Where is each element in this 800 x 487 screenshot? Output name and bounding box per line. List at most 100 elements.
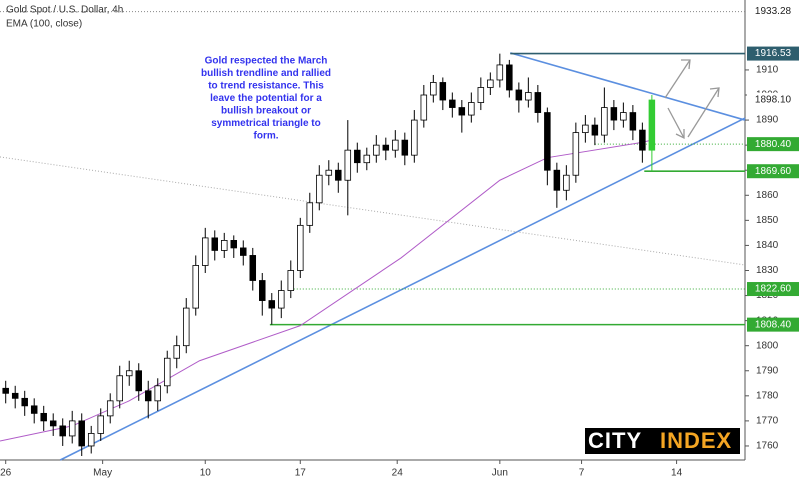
candle-body xyxy=(173,345,180,359)
level-label-box xyxy=(747,46,799,61)
candle-body xyxy=(610,107,618,121)
arrows xyxy=(664,59,720,140)
candle-body xyxy=(515,89,523,101)
candle-body xyxy=(11,392,19,399)
candle-body xyxy=(430,82,437,96)
candle-body xyxy=(240,247,247,256)
candle-body xyxy=(144,390,152,402)
level-label: 1869.60 xyxy=(755,166,792,177)
x-tick-label: 26 xyxy=(0,468,12,479)
candle-body xyxy=(572,132,580,176)
x-tick-label: 17 xyxy=(295,468,307,479)
annotation-line: Gold respected the March xyxy=(205,56,328,67)
y-tick-label: 1850 xyxy=(756,215,779,226)
trendline xyxy=(0,156,746,266)
candle-body xyxy=(182,307,190,347)
y-tick-label: 1780 xyxy=(756,390,779,401)
y-tick-label: 1770 xyxy=(756,416,779,427)
y-tick-label: 1790 xyxy=(756,365,779,376)
level-label-box xyxy=(747,92,799,107)
candle-body xyxy=(363,154,371,164)
candle-body xyxy=(40,412,47,422)
candle-body xyxy=(306,202,314,226)
candle-body xyxy=(97,415,104,434)
x-tick-label: May xyxy=(93,468,112,479)
candle-body xyxy=(534,92,542,113)
y-tick-label: 1910 xyxy=(756,65,779,76)
candle-body xyxy=(487,79,494,88)
level-label-box xyxy=(747,282,799,297)
y-tick-label: 1840 xyxy=(756,240,779,251)
logo-box xyxy=(585,428,740,454)
logo-city: CITY xyxy=(588,428,642,453)
candle-body xyxy=(116,375,123,402)
candle-body xyxy=(316,174,323,204)
candle-body xyxy=(68,420,76,437)
candle-body xyxy=(544,112,551,171)
annotation-line: form. xyxy=(254,131,279,142)
x-tick-label: 24 xyxy=(392,468,404,479)
candle-body xyxy=(87,433,95,447)
candle-body xyxy=(420,94,428,121)
x-tick-label: 10 xyxy=(200,468,212,479)
candle-body xyxy=(525,92,532,101)
annotation-line: bullish trendline and rallied xyxy=(201,68,331,79)
candle-body xyxy=(59,425,66,437)
candle-body xyxy=(106,400,114,417)
candle-body xyxy=(344,149,352,181)
candle-body xyxy=(449,99,456,108)
y-tick-label: 1890 xyxy=(756,115,779,126)
candle-body xyxy=(411,119,418,156)
y-tick-label: 1760 xyxy=(756,441,779,452)
candle-body xyxy=(78,420,85,447)
candle-body xyxy=(30,405,38,414)
candle-body xyxy=(601,107,608,136)
candle-body xyxy=(553,169,561,191)
level-label-box xyxy=(747,317,799,332)
level-label: 1933.28 xyxy=(755,6,792,17)
candle-body xyxy=(163,357,171,387)
y-tick-label: 1800 xyxy=(756,340,779,351)
candle-body xyxy=(278,290,285,309)
candle-body xyxy=(439,82,447,101)
candle-body xyxy=(648,99,656,151)
x-tick-label: 14 xyxy=(671,468,683,479)
candle-body xyxy=(135,370,142,392)
candle-body xyxy=(392,139,399,151)
candle-body xyxy=(382,144,390,151)
candle-body xyxy=(202,237,209,266)
x-tick-label: Jun xyxy=(492,468,508,479)
level-label-box xyxy=(747,4,799,19)
candle-body xyxy=(154,385,161,402)
annotation-line: to trend resistance. This xyxy=(208,81,324,92)
y-tick-label: 1830 xyxy=(756,265,779,276)
x-tick-label: 7 xyxy=(579,468,585,479)
candle-body xyxy=(230,240,238,249)
candle-body xyxy=(325,169,333,176)
level-label-box xyxy=(747,164,799,179)
candle-body xyxy=(287,270,295,291)
candle-body xyxy=(620,112,627,121)
logo-index: INDEX xyxy=(660,428,732,453)
candle-body xyxy=(297,224,304,271)
candle-body xyxy=(639,129,646,151)
candle-body xyxy=(259,280,266,301)
candle-body xyxy=(401,139,409,156)
indicator-label: EMA (100, close) xyxy=(6,19,82,30)
candle-body xyxy=(477,87,485,103)
level-label: 1880.40 xyxy=(755,139,792,150)
candle-body xyxy=(335,169,342,181)
level-label-box xyxy=(747,137,799,152)
level-label: 1916.53 xyxy=(755,48,792,59)
candle-body xyxy=(506,64,513,91)
candle-body xyxy=(563,174,570,191)
candle-body xyxy=(582,124,589,134)
chart-title: Gold Spot / U.S. Dollar, 4h xyxy=(6,5,123,16)
level-label: 1808.40 xyxy=(755,319,792,330)
plot xyxy=(0,11,746,461)
candle-body xyxy=(373,144,380,156)
candle-body xyxy=(629,112,637,131)
candle-body xyxy=(192,265,200,309)
